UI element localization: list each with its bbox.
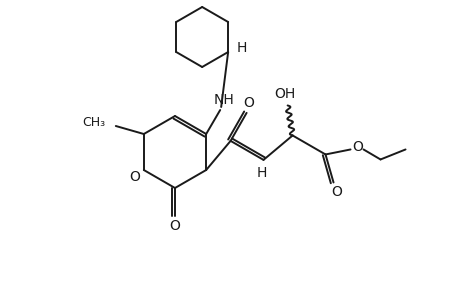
Text: H: H <box>236 41 247 55</box>
Text: O: O <box>351 140 362 154</box>
Text: CH₃: CH₃ <box>83 116 106 128</box>
Text: H: H <box>256 166 266 180</box>
Text: NH: NH <box>213 93 234 107</box>
Text: O: O <box>243 96 253 110</box>
Text: OH: OH <box>274 88 295 101</box>
Text: O: O <box>330 185 341 200</box>
Text: O: O <box>129 170 140 184</box>
Text: O: O <box>169 219 180 233</box>
